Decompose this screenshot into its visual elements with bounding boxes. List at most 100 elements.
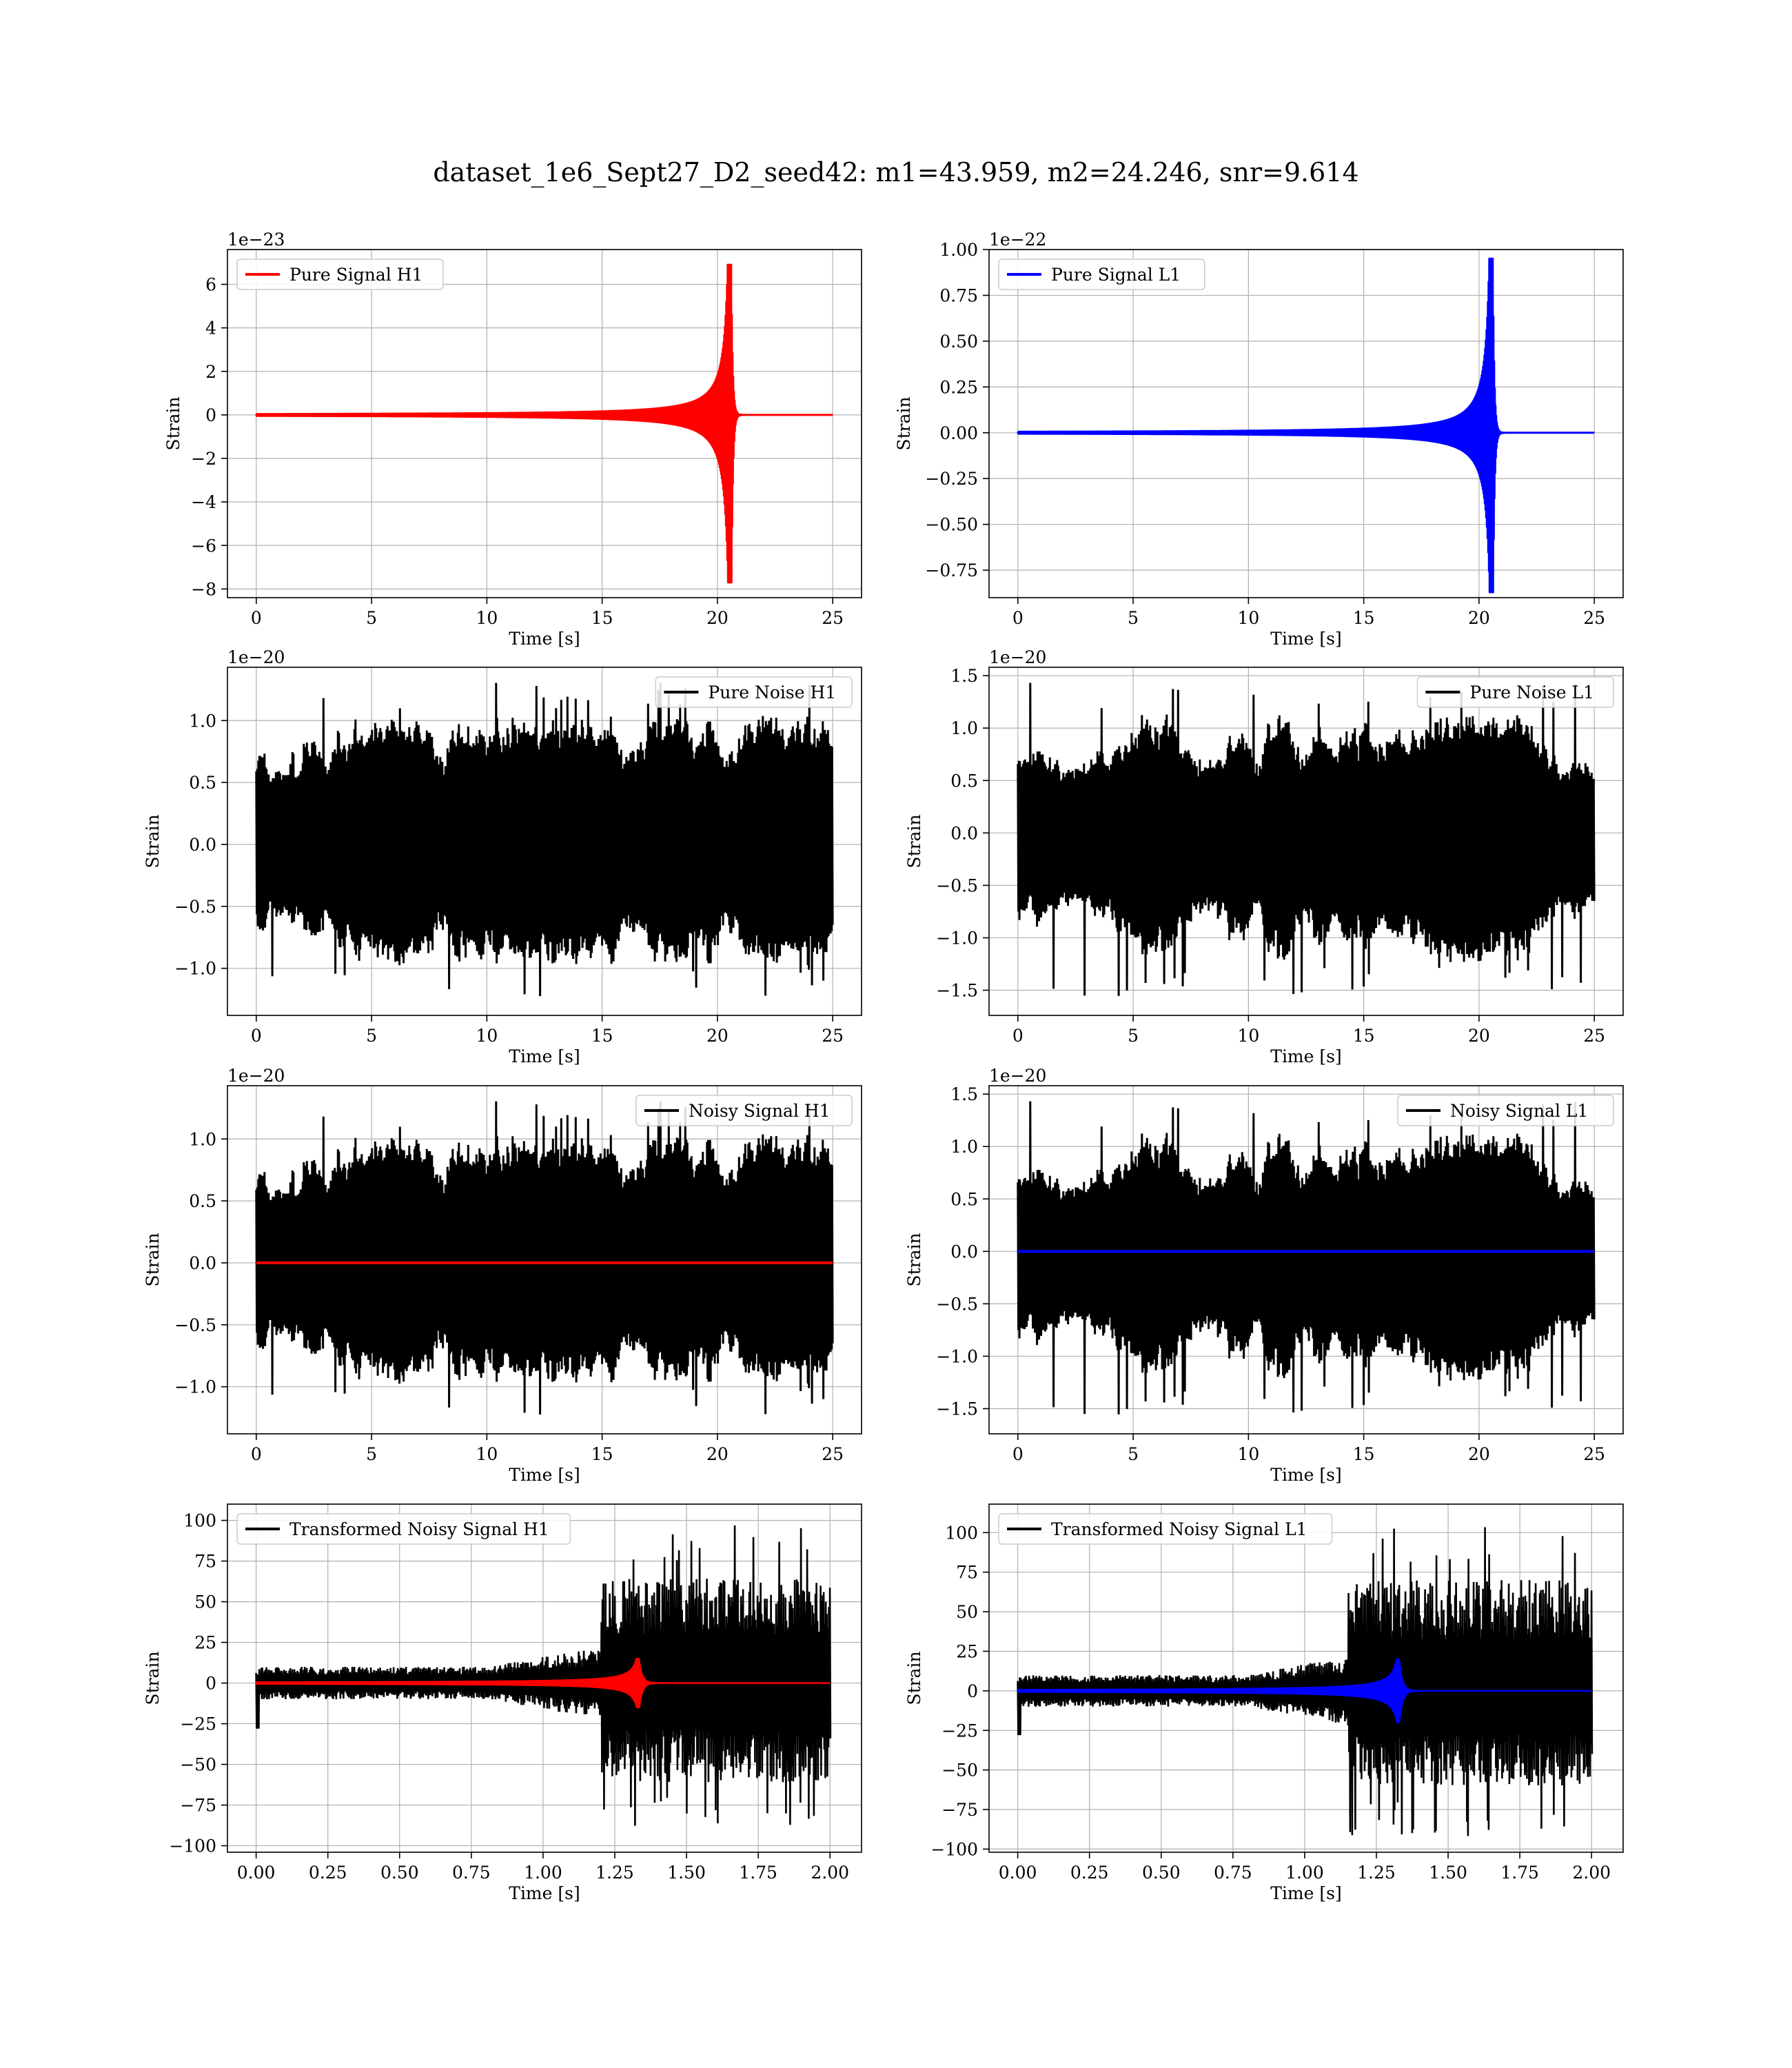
transformed-noisy-signal-h1-plot-area <box>255 1525 832 1826</box>
pure-signal-l1-xtick-label: 20 <box>1468 608 1490 628</box>
transformed-noisy-signal-h1-series-1 <box>255 1657 831 1709</box>
transformed-noisy-signal-l1-ytick-label: −100 <box>930 1839 978 1859</box>
pure-signal-h1-xtick-label: 15 <box>591 608 613 628</box>
transformed-noisy-signal-h1-xtick-label: 1.75 <box>739 1863 777 1883</box>
noisy-signal-l1-series-0 <box>1017 1101 1596 1415</box>
pure-signal-h1-xlabel: Time [s] <box>509 629 580 649</box>
transformed-noisy-signal-l1-series-1 <box>1017 1658 1592 1724</box>
pure-signal-h1-panel: 0 5 10 15 20 25 −8 −6 −4 −2 0 2 4 6 Time [s] Strain 1e−2… <box>163 230 862 649</box>
pure-noise-h1-ylabel: Strain <box>143 814 163 868</box>
pure-noise-l1-frame <box>988 667 1624 1016</box>
pure-signal-h1-ytick-label: 6 <box>205 275 216 295</box>
pure-noise-h1-xtick-label: 25 <box>822 1026 844 1046</box>
noisy-signal-l1-ytick-label: 1.5 <box>950 1084 978 1104</box>
transformed-noisy-signal-h1-xtick-label: 0.50 <box>380 1863 419 1883</box>
pure-signal-h1-xtick-label: 5 <box>366 608 377 628</box>
pure-signal-l1-xtick-label: 15 <box>1353 608 1375 628</box>
pure-signal-h1-ytick-label: 4 <box>205 318 216 338</box>
transformed-noisy-signal-l1-xtick-label: 1.50 <box>1429 1863 1467 1883</box>
noisy-signal-h1-ylabel: Strain <box>143 1233 163 1286</box>
transformed-noisy-signal-h1-xtick-label: 1.50 <box>667 1863 706 1883</box>
pure-noise-h1-ytick-label: −0.5 <box>174 897 216 917</box>
pure-signal-l1-ytick-label: −0.25 <box>925 469 978 489</box>
pure-signal-l1-offset-text: 1e−22 <box>989 230 1046 250</box>
pure-signal-h1-ytick-label: −2 <box>191 449 216 469</box>
noisy-signal-h1-frame <box>227 1085 862 1435</box>
noisy-signal-l1-offset-text: 1e−20 <box>989 1066 1046 1086</box>
pure-noise-l1-xtick-label: 10 <box>1237 1026 1259 1046</box>
noisy-signal-l1-xtick-label: 0 <box>1012 1444 1024 1464</box>
pure-signal-l1-xlabel: Time [s] <box>1270 629 1341 649</box>
noisy-signal-h1-ytick-label: −0.5 <box>174 1315 216 1335</box>
noisy-signal-h1-panel: 0 5 10 15 20 25 −1.0 −0.5 0.0 0.5 1.0 Time [s] Strai… <box>143 1066 862 1485</box>
transformed-noisy-signal-h1-xlabel: Time [s] <box>509 1883 580 1903</box>
pure-signal-h1-ytick-label: −8 <box>191 579 216 599</box>
transformed-noisy-signal-l1-ytick-label: 100 <box>945 1523 978 1543</box>
pure-noise-l1-offset-text: 1e−20 <box>989 647 1046 667</box>
noisy-signal-l1-panel: 0 5 10 15 20 25 −1.5 −1.0 −0.5 0.0 0.5 1.0 1.5 Time [… <box>904 1066 1624 1485</box>
noisy-signal-h1-xlabel: Time [s] <box>509 1465 580 1485</box>
pure-noise-l1-ytick-label: −1.0 <box>936 928 978 948</box>
pure-noise-l1-ytick-label: 1.5 <box>950 666 978 686</box>
pure-signal-l1-ytick-label: 0.50 <box>939 332 978 352</box>
pure-signal-l1-xtick-label: 25 <box>1583 608 1605 628</box>
pure-noise-h1-frame <box>227 667 862 1016</box>
pure-signal-l1-frame <box>988 249 1624 598</box>
transformed-noisy-signal-h1-xtick-label: 0.25 <box>309 1863 347 1883</box>
transformed-noisy-signal-h1-ytick-label: 75 <box>194 1552 216 1572</box>
pure-noise-h1-ytick-label: 1.0 <box>189 711 216 731</box>
pure-noise-l1-xtick-label: 25 <box>1583 1026 1605 1046</box>
noisy-signal-l1-ytick-label: 0.0 <box>950 1241 978 1261</box>
pure-noise-l1-plot-area <box>1017 682 1596 996</box>
pure-noise-l1-ytick-label: 0.5 <box>950 771 978 791</box>
transformed-noisy-signal-h1-legend-label: Transformed Noisy Signal H1 <box>289 1519 549 1539</box>
transformed-noisy-signal-l1-xtick-label: 2.00 <box>1572 1863 1611 1883</box>
pure-noise-h1-ytick-label: −1.0 <box>174 959 216 979</box>
pure-noise-l1-ytick-label: −1.5 <box>936 980 978 1000</box>
transformed-noisy-signal-l1-ytick-label: 25 <box>956 1641 978 1661</box>
transformed-noisy-signal-h1-xtick-label: 1.00 <box>524 1863 562 1883</box>
noisy-signal-l1-xtick-label: 15 <box>1353 1444 1375 1464</box>
pure-noise-l1-xtick-label: 15 <box>1353 1026 1375 1046</box>
transformed-noisy-signal-l1-ytick-label: 50 <box>956 1602 978 1622</box>
pure-noise-h1-legend-label: Pure Noise H1 <box>708 682 836 702</box>
pure-signal-h1-frame <box>227 249 862 598</box>
noisy-signal-l1-ytick-label: 0.5 <box>950 1189 978 1209</box>
noisy-signal-h1-xtick-label: 20 <box>706 1444 729 1464</box>
transformed-noisy-signal-l1-ytick-label: −25 <box>941 1721 978 1741</box>
pure-signal-l1-xtick-label: 10 <box>1237 608 1259 628</box>
pure-signal-h1-xtick-label: 20 <box>706 608 729 628</box>
noisy-signal-l1-xtick-label: 20 <box>1468 1444 1490 1464</box>
pure-noise-l1-xtick-label: 0 <box>1012 1026 1024 1046</box>
noisy-signal-l1-xtick-label: 5 <box>1128 1444 1139 1464</box>
transformed-noisy-signal-h1-ytick-label: −75 <box>180 1796 216 1816</box>
noisy-signal-h1-xtick-label: 25 <box>822 1444 844 1464</box>
pure-signal-h1-legend <box>236 258 444 290</box>
pure-signal-l1-ytick-label: −0.75 <box>925 560 978 580</box>
pure-signal-l1-ytick-label: −0.50 <box>925 515 978 535</box>
pure-noise-l1-xtick-label: 5 <box>1128 1026 1139 1046</box>
pure-signal-h1-offset-text: 1e−23 <box>227 230 285 250</box>
noisy-signal-l1-xtick-label: 25 <box>1583 1444 1605 1464</box>
noisy-signal-h1-plot-area <box>255 1101 834 1415</box>
noisy-signal-l1-ytick-label: −1.0 <box>936 1346 978 1366</box>
noisy-signal-l1-xtick-label: 10 <box>1237 1444 1259 1464</box>
transformed-noisy-signal-l1-ytick-label: 0 <box>967 1681 978 1701</box>
pure-signal-l1-series-0 <box>1017 257 1596 594</box>
transformed-noisy-signal-h1-xtick-label: 0.00 <box>237 1863 276 1883</box>
pure-signal-h1-ytick-label: 0 <box>205 405 216 425</box>
noisy-signal-h1-ytick-label: −1.0 <box>174 1377 216 1397</box>
noisy-signal-l1-legend <box>1397 1095 1614 1126</box>
pure-signal-h1-ytick-label: −4 <box>191 492 216 512</box>
noisy-signal-h1-legend <box>635 1095 853 1126</box>
pure-noise-l1-ytick-label: −0.5 <box>936 875 978 895</box>
pure-signal-h1-plot-area <box>255 263 834 584</box>
pure-noise-h1-ytick-label: 0.5 <box>189 773 216 793</box>
pure-signal-l1-ytick-label: 0.00 <box>939 423 978 443</box>
noisy-signal-l1-ytick-label: 1.0 <box>950 1137 978 1157</box>
pure-signal-h1-series-0 <box>255 263 834 584</box>
pure-signal-l1-plot-area <box>1017 257 1596 594</box>
transformed-noisy-signal-l1-ytick-label: −75 <box>941 1800 978 1820</box>
noisy-signal-l1-ytick-label: −1.5 <box>936 1399 978 1419</box>
noisy-signal-l1-ylabel: Strain <box>904 1233 924 1286</box>
